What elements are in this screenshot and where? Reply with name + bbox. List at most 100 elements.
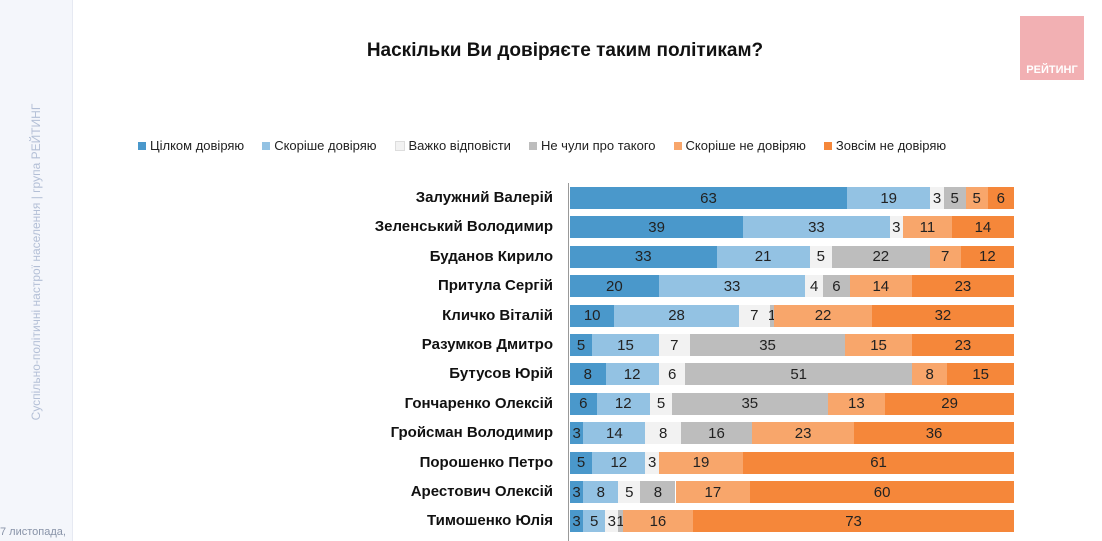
bar-segment: 5 (570, 451, 593, 474)
legend-item: Зовсім не довіряю (823, 138, 946, 153)
bar-row: Гройсман Володимир 3 14 8 16 23 36 (0, 422, 1102, 445)
category-label: Кличко Віталій (442, 306, 553, 324)
legend-item: Важко відповісти (394, 138, 511, 153)
category-label: Залужний Валерій (415, 189, 553, 206)
legend-swatch (262, 141, 271, 150)
bar-segment: 3 (889, 216, 903, 239)
data-label: 12 (610, 454, 628, 472)
bar-segment: 11 (903, 216, 952, 239)
data-label: 11 (919, 218, 936, 236)
bar-row: Тимошенко Юлія 3 5 3 1 16 73 (0, 510, 1102, 533)
data-label: 36 (925, 424, 943, 442)
bar-segment: 33 (743, 216, 890, 239)
category-label: Притула Сергій (437, 277, 553, 295)
bar-segment: 29 (885, 392, 1014, 415)
bar-segment: 5 (965, 187, 988, 209)
bar-segment: 10 (570, 304, 615, 327)
bar-segment: 14 (951, 216, 1014, 239)
data-label: 8 (653, 483, 663, 501)
data-label: 5 (816, 248, 826, 266)
bar-segment: 7 (738, 304, 770, 327)
bar-segment: 13 (827, 392, 886, 415)
bar-segment: 23 (911, 275, 1014, 298)
category-label: Буданов Кирило (429, 247, 553, 265)
legend-swatch (673, 141, 682, 150)
bar-segment: 6 (987, 187, 1014, 209)
legend-swatch (528, 141, 537, 150)
bar-segment: 22 (774, 304, 872, 327)
data-label: 29 (941, 395, 958, 413)
bar-segment: 1 (767, 304, 777, 327)
data-label: 6 (579, 395, 588, 413)
data-label: 5 (972, 189, 981, 207)
bar-segment: 5 (943, 187, 966, 209)
bar-segment: 5 (618, 481, 641, 503)
bar-segment: 8 (570, 363, 606, 386)
data-label: 16 (649, 512, 667, 530)
data-label: 21 (754, 248, 772, 266)
bar-row: Бутусов Юрій 8 12 6 51 8 15 (0, 363, 1102, 386)
data-label: 3 (607, 512, 616, 530)
data-label: 61 (870, 454, 887, 472)
bar-segment: 6 (658, 363, 686, 386)
data-label: 7 (940, 248, 950, 266)
sidebar: Суспільно-політичні настрої населення | … (0, 0, 73, 541)
data-label: 3 (892, 218, 901, 236)
data-label: 1 (616, 512, 625, 530)
data-label: 8 (659, 424, 668, 442)
bar-segment: 12 (960, 245, 1014, 268)
data-label: 8 (596, 483, 605, 501)
logo-text: РЕЙТИНГ (1026, 64, 1078, 76)
bar-segment: 15 (592, 334, 659, 356)
category-label: Гройсман Володимир (390, 424, 553, 442)
data-label: 22 (814, 307, 832, 325)
data-label: 5 (656, 395, 666, 413)
bar-segment: 3 (570, 510, 584, 533)
bar-segment: 8 (640, 481, 676, 503)
bar-segment: 33 (570, 245, 717, 268)
data-label: 15 (870, 336, 887, 354)
data-label: 1 (767, 307, 777, 325)
data-label: 14 (872, 277, 890, 295)
bar-segment: 39 (570, 216, 744, 239)
data-label: 5 (576, 336, 586, 354)
legend-item: Не чули про такого (528, 138, 656, 153)
bar-segment: 3 (930, 187, 944, 209)
category-label: Тимошенко Юлія (427, 512, 553, 530)
rating-logo: РЕЙТИНГ (1020, 16, 1084, 80)
legend-label: Важко відповісти (408, 138, 511, 153)
bar-segment: 16 (681, 422, 753, 445)
data-label: 23 (794, 424, 812, 442)
data-label: 6 (667, 365, 677, 383)
bar-row: Порошенко Петро 5 12 3 19 61 (0, 451, 1102, 474)
bar-segment: 8 (645, 422, 681, 445)
legend-label: Скоріше довіряю (274, 138, 377, 153)
bar-segment: 15 (947, 363, 1014, 386)
sidebar-date: 7 листопада, (0, 526, 66, 538)
bar-segment: 19 (846, 187, 931, 209)
data-label: 33 (723, 277, 741, 295)
data-label: 51 (790, 365, 807, 383)
data-label: 13 (848, 395, 865, 413)
data-label: 12 (623, 365, 641, 383)
bar-segment: 4 (805, 275, 824, 298)
data-label: 10 (583, 307, 601, 325)
data-label: 12 (979, 248, 996, 266)
data-label: 32 (934, 307, 952, 325)
legend-swatch (823, 141, 832, 150)
data-label: 19 (880, 189, 898, 207)
legend-item: Цілком довіряю (138, 138, 244, 153)
data-label: 35 (741, 395, 759, 413)
data-label: 23 (954, 277, 972, 295)
data-label: 3 (572, 424, 581, 442)
bar-segment: 1 (616, 510, 625, 533)
data-label: 33 (808, 218, 825, 236)
bar-row: Залужний Валерій 63 19 3 5 5 6 (0, 187, 1102, 209)
bar-segment: 36 (854, 422, 1014, 445)
bar-segment: 23 (752, 422, 855, 445)
bar-segment: 7 (658, 334, 690, 356)
bar-segment: 35 (672, 392, 828, 415)
bar-segment: 63 (570, 187, 847, 209)
bar-segment: 15 (845, 334, 912, 356)
chart-title: Наскільки Ви довіряєте таким політикам? (366, 40, 764, 61)
